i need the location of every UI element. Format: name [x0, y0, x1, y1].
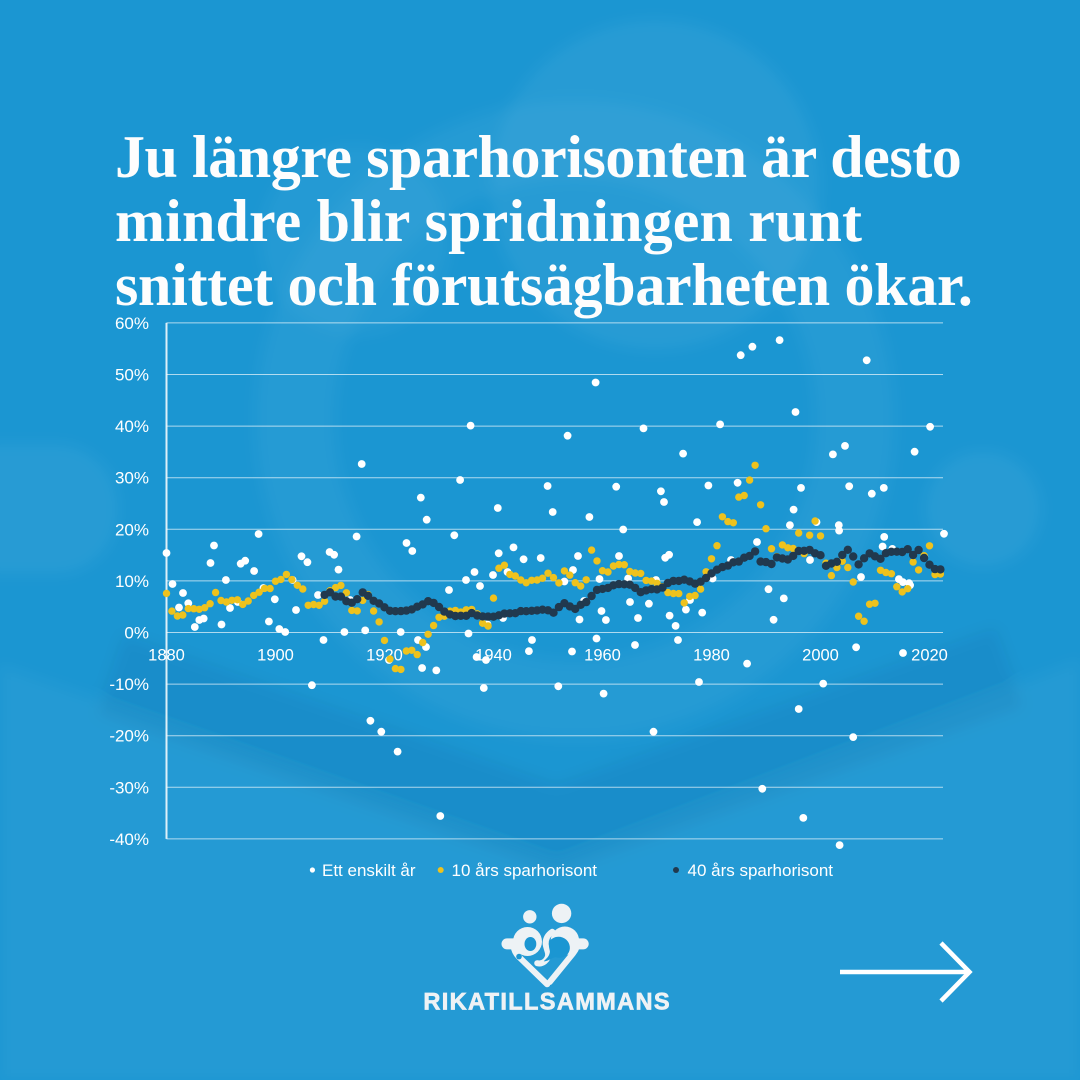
svg-text:60%: 60%	[115, 314, 149, 333]
svg-text:-10%: -10%	[109, 675, 149, 694]
svg-text:1940: 1940	[475, 647, 512, 665]
svg-text:1920: 1920	[366, 647, 403, 665]
svg-text:10 års sparhorisont: 10 års sparhorisont	[452, 861, 598, 880]
svg-text:1900: 1900	[257, 647, 294, 665]
svg-text:0%: 0%	[124, 624, 149, 643]
svg-text:-40%: -40%	[109, 830, 149, 849]
svg-text:20%: 20%	[115, 520, 149, 539]
svg-text:mindre blir spridningen runt: mindre blir spridningen runt	[115, 188, 862, 254]
svg-text:-20%: -20%	[109, 727, 149, 746]
svg-text:1960: 1960	[584, 647, 621, 665]
svg-text:1980: 1980	[693, 647, 730, 665]
svg-text:50%: 50%	[115, 366, 149, 385]
svg-text:40 års sparhorisont: 40 års sparhorisont	[688, 861, 834, 880]
svg-text:Ju längre sparhorisonten är de: Ju längre sparhorisonten är desto	[115, 124, 961, 190]
svg-text:2000: 2000	[802, 647, 839, 665]
svg-text:30%: 30%	[115, 469, 149, 488]
svg-text:40%: 40%	[115, 417, 149, 436]
svg-text:RIKATILLSAMMANS: RIKATILLSAMMANS	[423, 990, 671, 1016]
svg-text:snittet och förutsägbarheten ö: snittet och förutsägbarheten ökar.	[115, 252, 973, 318]
svg-text:-30%: -30%	[109, 778, 149, 797]
svg-text:1880: 1880	[148, 647, 185, 665]
svg-text:Ett enskilt år: Ett enskilt år	[322, 861, 416, 880]
svg-text:2020: 2020	[911, 647, 948, 665]
svg-text:10%: 10%	[115, 572, 149, 591]
